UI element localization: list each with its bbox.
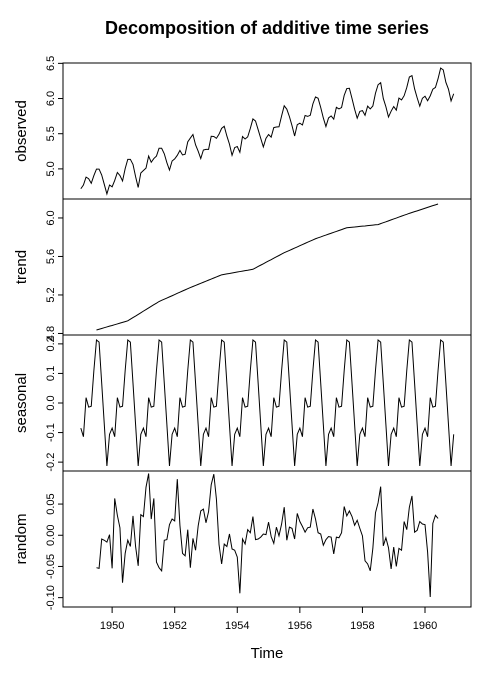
x-tick-label: 1954: [225, 620, 249, 632]
y-tick-label: 0.1: [45, 366, 57, 381]
series-line: [96, 203, 439, 331]
y-tick-label: -0.1: [45, 423, 57, 442]
y-tick-label: -0.10: [45, 585, 57, 610]
y-tick-label: -0.05: [45, 554, 57, 579]
y-axis-label: observed: [13, 100, 30, 162]
y-tick-label: 5.5: [45, 126, 57, 141]
y-tick-label: 5.0: [45, 161, 57, 176]
series-line: [96, 473, 439, 598]
x-tick-label: 1952: [162, 620, 186, 632]
y-tick-label: 4.8: [45, 326, 57, 341]
y-tick-label: 6.0: [45, 210, 57, 225]
panel-frame: [62, 198, 472, 336]
y-tick-label: -0.2: [45, 453, 57, 472]
x-tick-label: 1956: [288, 620, 312, 632]
y-tick-label: 0.2: [45, 336, 57, 351]
y-axis-label: random: [13, 514, 30, 565]
y-axis-label: trend: [13, 250, 30, 284]
x-tick-label: 1950: [100, 620, 124, 632]
panel-frame: [62, 470, 472, 608]
panel-frame: [62, 62, 472, 200]
panel-frame: [62, 334, 472, 472]
y-tick-label: 6.0: [45, 91, 57, 106]
series-line: [80, 339, 455, 467]
chart-title: Decomposition of additive time series: [105, 18, 429, 38]
y-tick-label: 6.5: [45, 56, 57, 71]
x-tick-label: 1958: [350, 620, 374, 632]
y-tick-label: 5.2: [45, 287, 57, 302]
series-line: [80, 67, 455, 196]
y-tick-label: 0.05: [45, 493, 57, 514]
x-axis-label: Time: [251, 645, 284, 662]
y-axis-label: seasonal: [13, 373, 30, 433]
x-tick-label: 1960: [413, 620, 437, 632]
y-tick-label: 0.0: [45, 395, 57, 410]
y-tick-label: 0.00: [45, 525, 57, 546]
y-tick-label: 5.6: [45, 249, 57, 264]
